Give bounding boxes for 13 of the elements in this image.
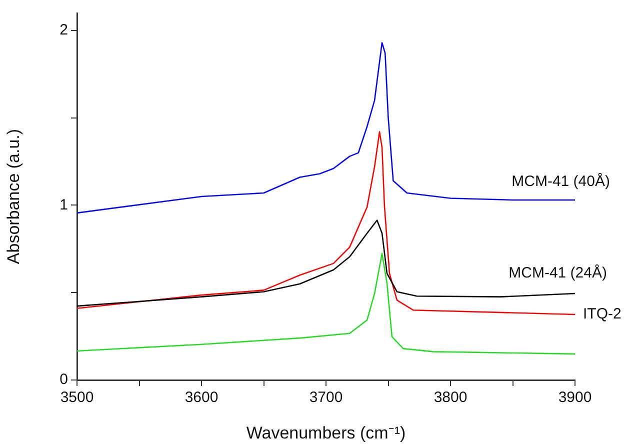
series-label: MCM-41 (40Å) xyxy=(512,172,610,190)
y-tick-label: 1 xyxy=(60,196,68,214)
series-label: ITQ-2 xyxy=(583,306,622,323)
x-tick-label: 3600 xyxy=(184,389,218,406)
series-label: MCM-41 (24Å) xyxy=(508,264,607,282)
x-tick-label: 3700 xyxy=(309,389,343,406)
x-axis-title: Wavenumbers (cm⁻¹) xyxy=(246,423,406,442)
x-tick-label: 3500 xyxy=(60,389,94,406)
x-tick-label: 3900 xyxy=(558,389,592,406)
x-tick-label: 3800 xyxy=(434,389,468,406)
y-tick-label: 0 xyxy=(60,371,68,388)
y-tick-label: 2 xyxy=(60,22,68,39)
y-axis-title: Absorbance (a.u.) xyxy=(4,128,23,264)
